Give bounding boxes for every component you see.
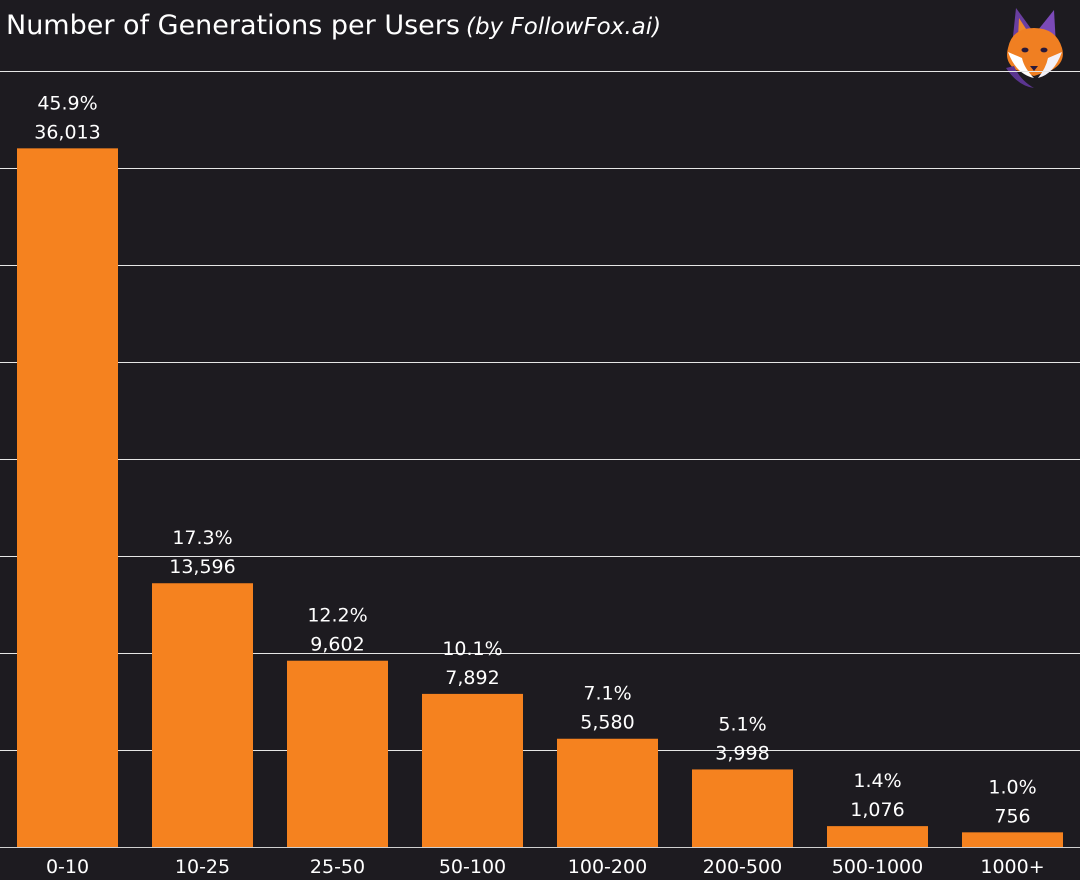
- x-tick-label: 200-500: [703, 856, 782, 878]
- x-tick-label: 10-25: [175, 856, 230, 878]
- bar-25-50: [287, 660, 388, 847]
- bar-value-label: 5,580: [580, 712, 634, 734]
- bar-percent-label: 1.4%: [853, 770, 901, 792]
- bar-percent-label: 12.2%: [307, 605, 367, 627]
- bar-percent-label: 1.0%: [988, 776, 1036, 798]
- bar-500-1000: [827, 826, 928, 847]
- bar-value-label: 13,596: [169, 556, 235, 578]
- chart-title-row: Number of Generations per Users (by Follo…: [6, 10, 661, 41]
- x-tick-label: 50-100: [439, 856, 506, 878]
- bar-percent-label: 7.1%: [583, 683, 631, 705]
- x-axis-tick-labels: 0-10 10-25 25-50 50-100 100-200 200-500 500-10…: [46, 856, 1045, 878]
- bar-value-label: 756: [994, 805, 1030, 827]
- bar-0-10: [17, 148, 118, 848]
- data-labels: 36,013 45.9% 13,596 17.3% 9,602 12.2% 7,892 10.…: [34, 92, 1036, 827]
- bar-percent-label: 5.1%: [718, 713, 766, 735]
- bar-value-label: 36,013: [34, 121, 100, 143]
- x-tick-label: 0-10: [46, 856, 89, 878]
- bar-value-label: 7,892: [445, 667, 499, 689]
- x-tick-label: 25-50: [310, 856, 365, 878]
- bar-50-100: [422, 693, 523, 847]
- bar-100-200: [557, 738, 658, 847]
- bar-1000+: [962, 832, 1063, 847]
- bar-value-label: 1,076: [850, 799, 904, 821]
- bar-percent-label: 17.3%: [172, 527, 232, 549]
- bar-percent-label: 45.9%: [37, 92, 97, 114]
- chart-subtitle: (by FollowFox.ai): [465, 14, 662, 40]
- bar-value-label: 3,998: [715, 742, 769, 764]
- bars: [17, 148, 1063, 848]
- x-tick-label: 500-1000: [832, 856, 923, 878]
- x-tick-label: 1000+: [980, 856, 1044, 878]
- x-tick-label: 100-200: [568, 856, 647, 878]
- chart-title: Number of Generations per Users: [6, 10, 460, 41]
- bar-10-25: [152, 583, 253, 847]
- bar-percent-label: 10.1%: [442, 638, 502, 660]
- bar-value-label: 9,602: [310, 634, 364, 656]
- bar-200-500: [692, 769, 793, 847]
